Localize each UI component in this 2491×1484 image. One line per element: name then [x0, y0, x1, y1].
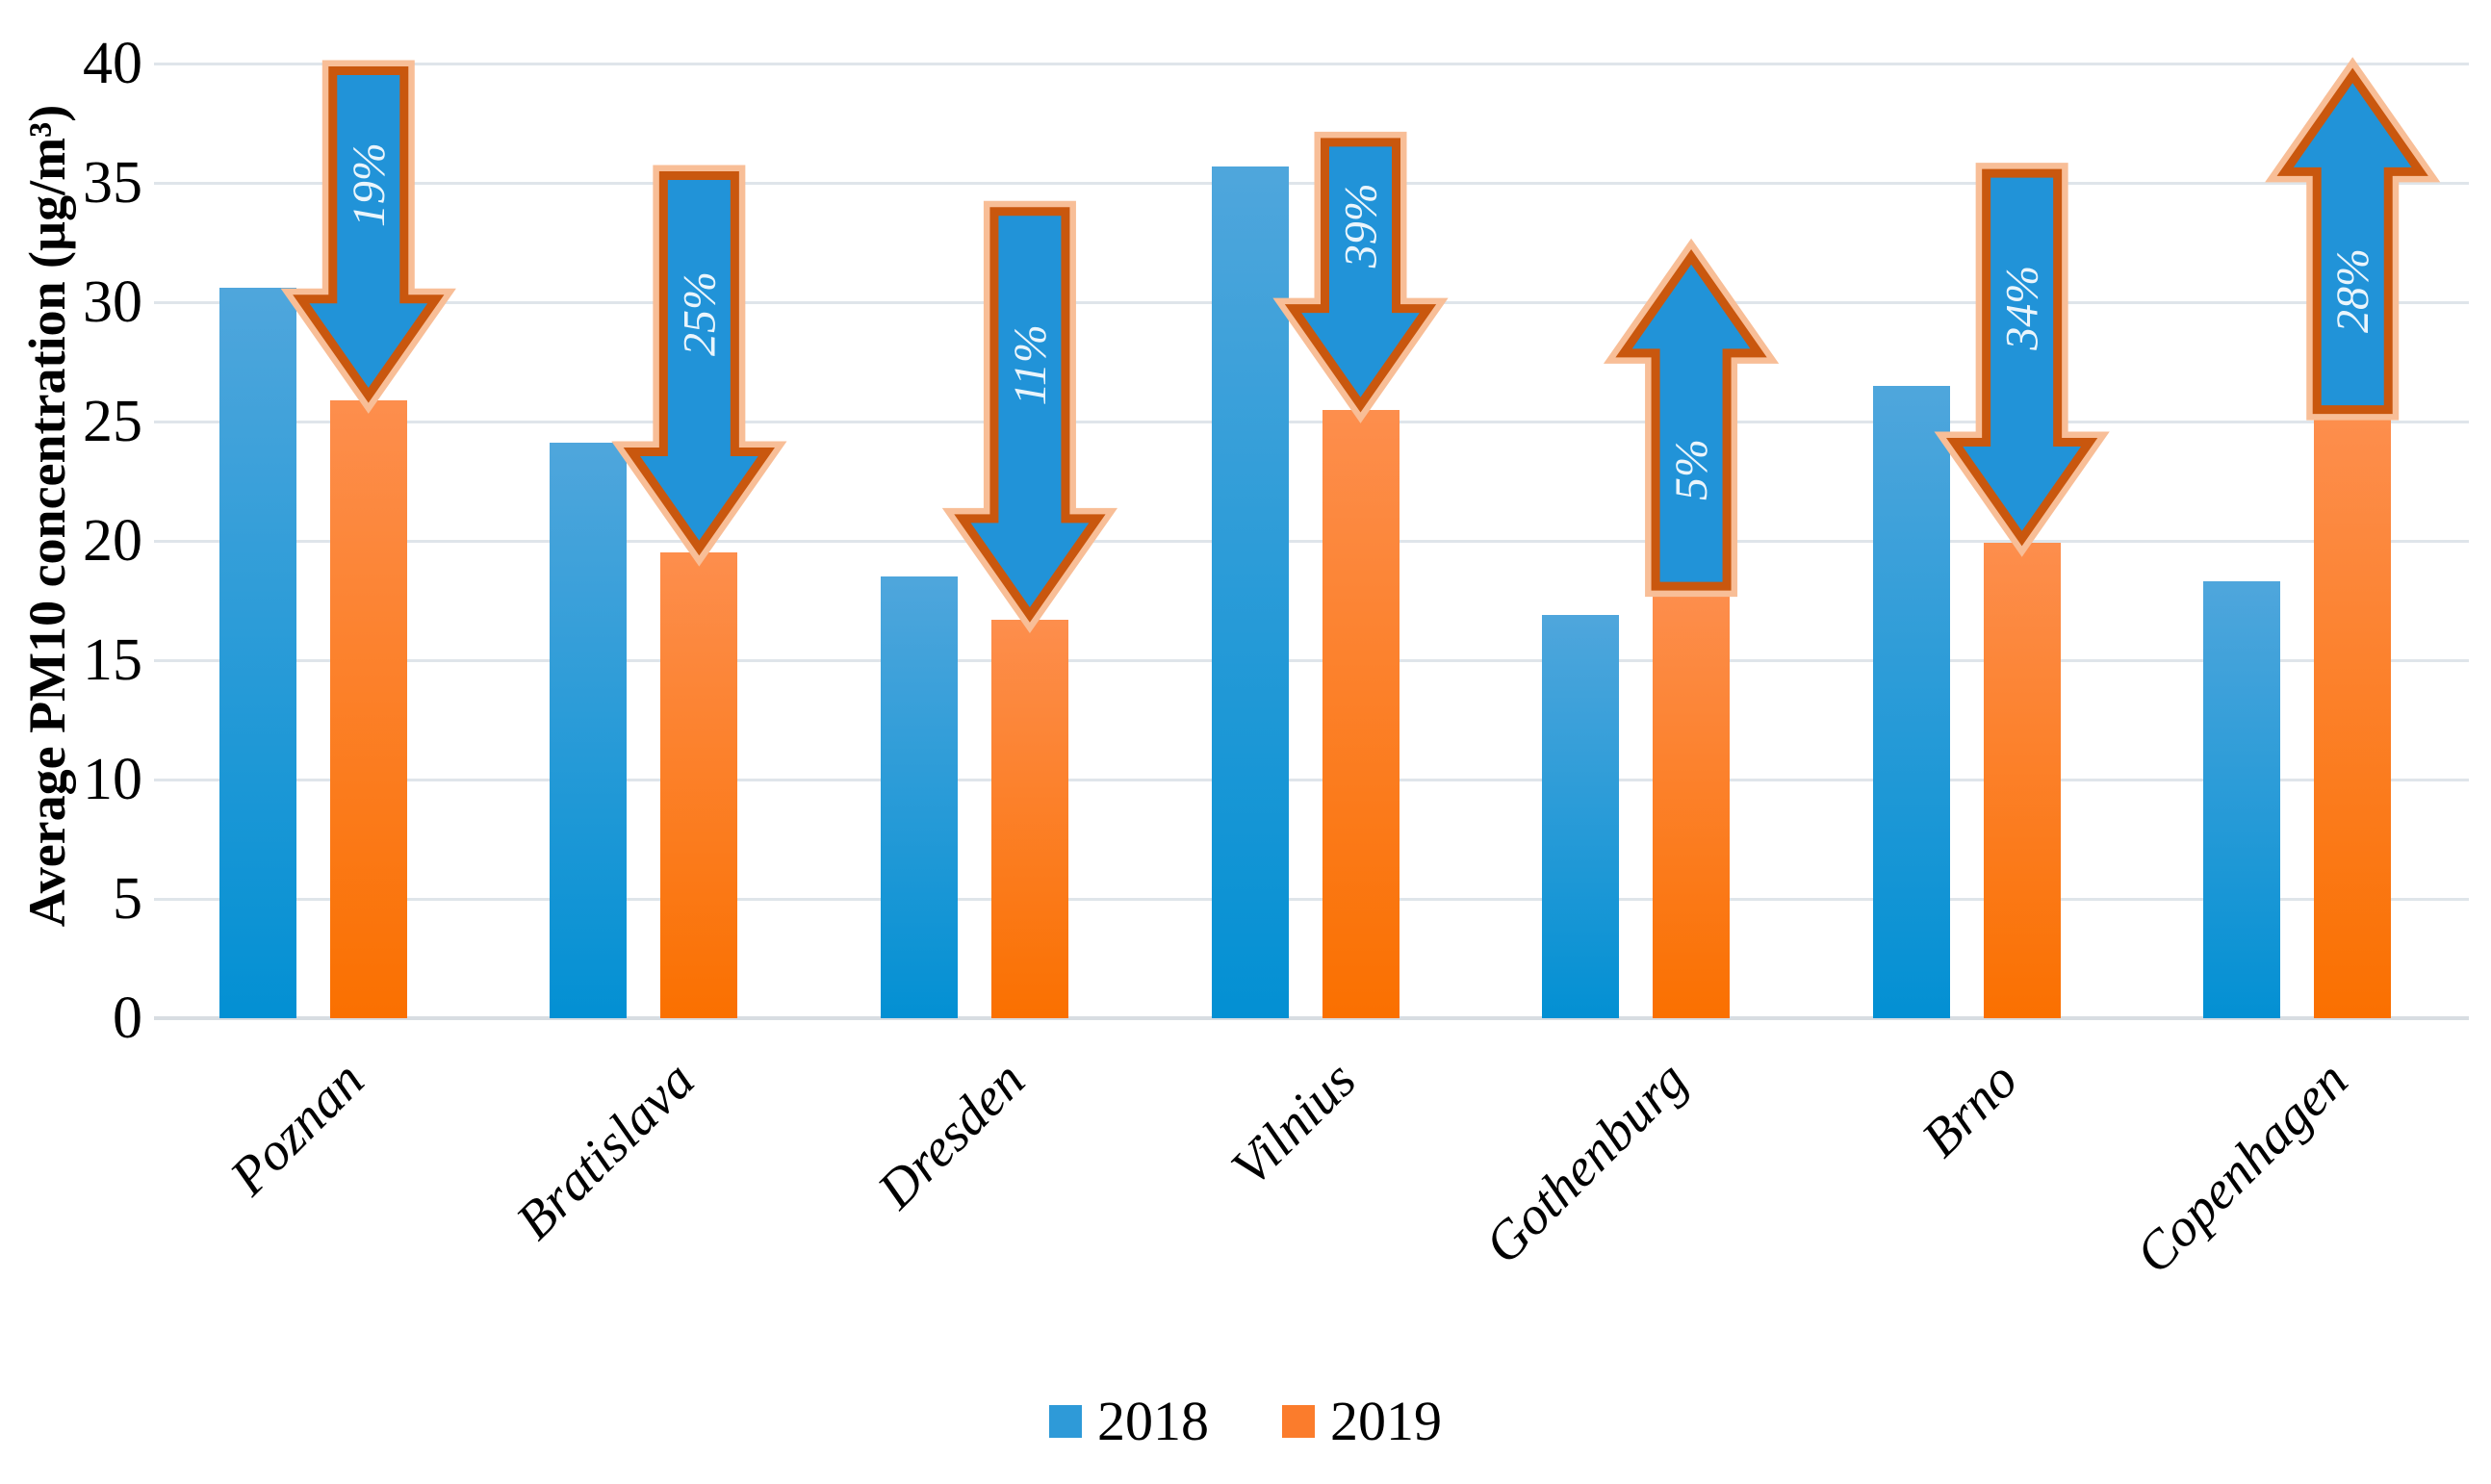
change-arrow-down-brno: 34%: [1934, 163, 2110, 557]
arrow-label-bratislava: 25%: [674, 271, 725, 356]
legend-item-2018: 2018: [1049, 1394, 1209, 1449]
bar-2018-dresden: [880, 576, 958, 1018]
arrow-body: [1945, 168, 2098, 547]
bar-2019-bratislava: [660, 552, 738, 1018]
y-tick-label-40: 40: [83, 31, 142, 96]
arrow-halo: [2265, 57, 2441, 421]
bar-2019-dresden: [990, 619, 1068, 1018]
arrow-halo: [1934, 163, 2110, 557]
bar-2018-poznan: [218, 288, 296, 1018]
gridline-10: [154, 778, 2469, 781]
bar-2018-gothenburg: [1542, 614, 1620, 1018]
bar-2019-copenhagen: [2314, 417, 2392, 1018]
change-arrow-down-dresden: 11%: [941, 200, 1118, 634]
x-axis-label-bratislava: Bratislava: [504, 1050, 706, 1252]
gridline-30: [154, 300, 2469, 304]
gridline-5: [154, 897, 2469, 901]
x-axis-label-copenhagen: Copenhagen: [2124, 1050, 2360, 1286]
bar-2019-brno: [1983, 543, 2061, 1018]
gridline-35: [154, 181, 2469, 185]
change-arrow-down-bratislava: 25%: [611, 165, 787, 567]
y-tick-label-25: 25: [83, 389, 142, 454]
change-arrow-down-poznan: 19%: [280, 60, 456, 414]
bar-2018-brno: [1872, 385, 1950, 1018]
legend-label-2018: 2018: [1097, 1390, 1209, 1452]
gridline-40: [154, 62, 2469, 65]
arrow-halo: [280, 60, 456, 414]
gridline-20: [154, 539, 2469, 543]
legend-swatch-2019: [1282, 1405, 1315, 1438]
arrow-body: [2276, 67, 2428, 415]
y-tick-label-20: 20: [83, 508, 142, 574]
arrow-body: [954, 207, 1106, 623]
bar-2018-copenhagen: [2203, 581, 2281, 1018]
arrow-label-gothenburg: 5%: [1666, 439, 1717, 500]
arrow-label-copenhagen: 28%: [2327, 248, 2378, 333]
arrow-label-dresden: 11%: [1005, 324, 1056, 405]
x-axis-label-vilnius: Vilnius: [1220, 1050, 1368, 1198]
bar-2018-vilnius: [1211, 166, 1289, 1018]
legend: 2018 2019: [0, 1394, 2491, 1449]
arrow-halo: [611, 165, 787, 567]
gridline-15: [154, 658, 2469, 662]
x-axis-label-gothenburg: Gothenburg: [1473, 1050, 1699, 1276]
x-axis-label-dresden: Dresden: [866, 1050, 1038, 1220]
y-tick-label-15: 15: [83, 627, 142, 693]
arrow-label-brno: 34%: [1997, 266, 2048, 351]
y-tick-label-10: 10: [83, 747, 142, 812]
arrow-label-poznan: 19%: [344, 142, 395, 227]
bar-2019-poznan: [329, 399, 407, 1018]
arrow-body: [293, 65, 445, 403]
legend-swatch-2018: [1049, 1405, 1082, 1438]
bar-2019-vilnius: [1322, 409, 1400, 1018]
arrow-body: [623, 171, 776, 556]
y-tick-label-5: 5: [113, 866, 142, 932]
y-tick-label-30: 30: [83, 269, 142, 335]
legend-item-2019: 2019: [1282, 1394, 1442, 1449]
y-tick-label-0: 0: [113, 985, 142, 1051]
arrow-halo: [941, 200, 1118, 634]
x-axis-line: [154, 1016, 2469, 1020]
x-axis-label-brno: Brno: [1910, 1050, 2029, 1169]
change-arrow-up-copenhagen: 28%: [2265, 57, 2441, 421]
gridline-25: [154, 420, 2469, 423]
arrow-label-vilnius: 39%: [1336, 183, 1387, 269]
legend-label-2019: 2019: [1330, 1390, 1442, 1452]
bar-2018-bratislava: [550, 443, 628, 1018]
bar-2019-gothenburg: [1653, 591, 1731, 1018]
x-axis-label-poznan: Poznan: [218, 1050, 375, 1207]
y-tick-label-35: 35: [83, 150, 142, 216]
